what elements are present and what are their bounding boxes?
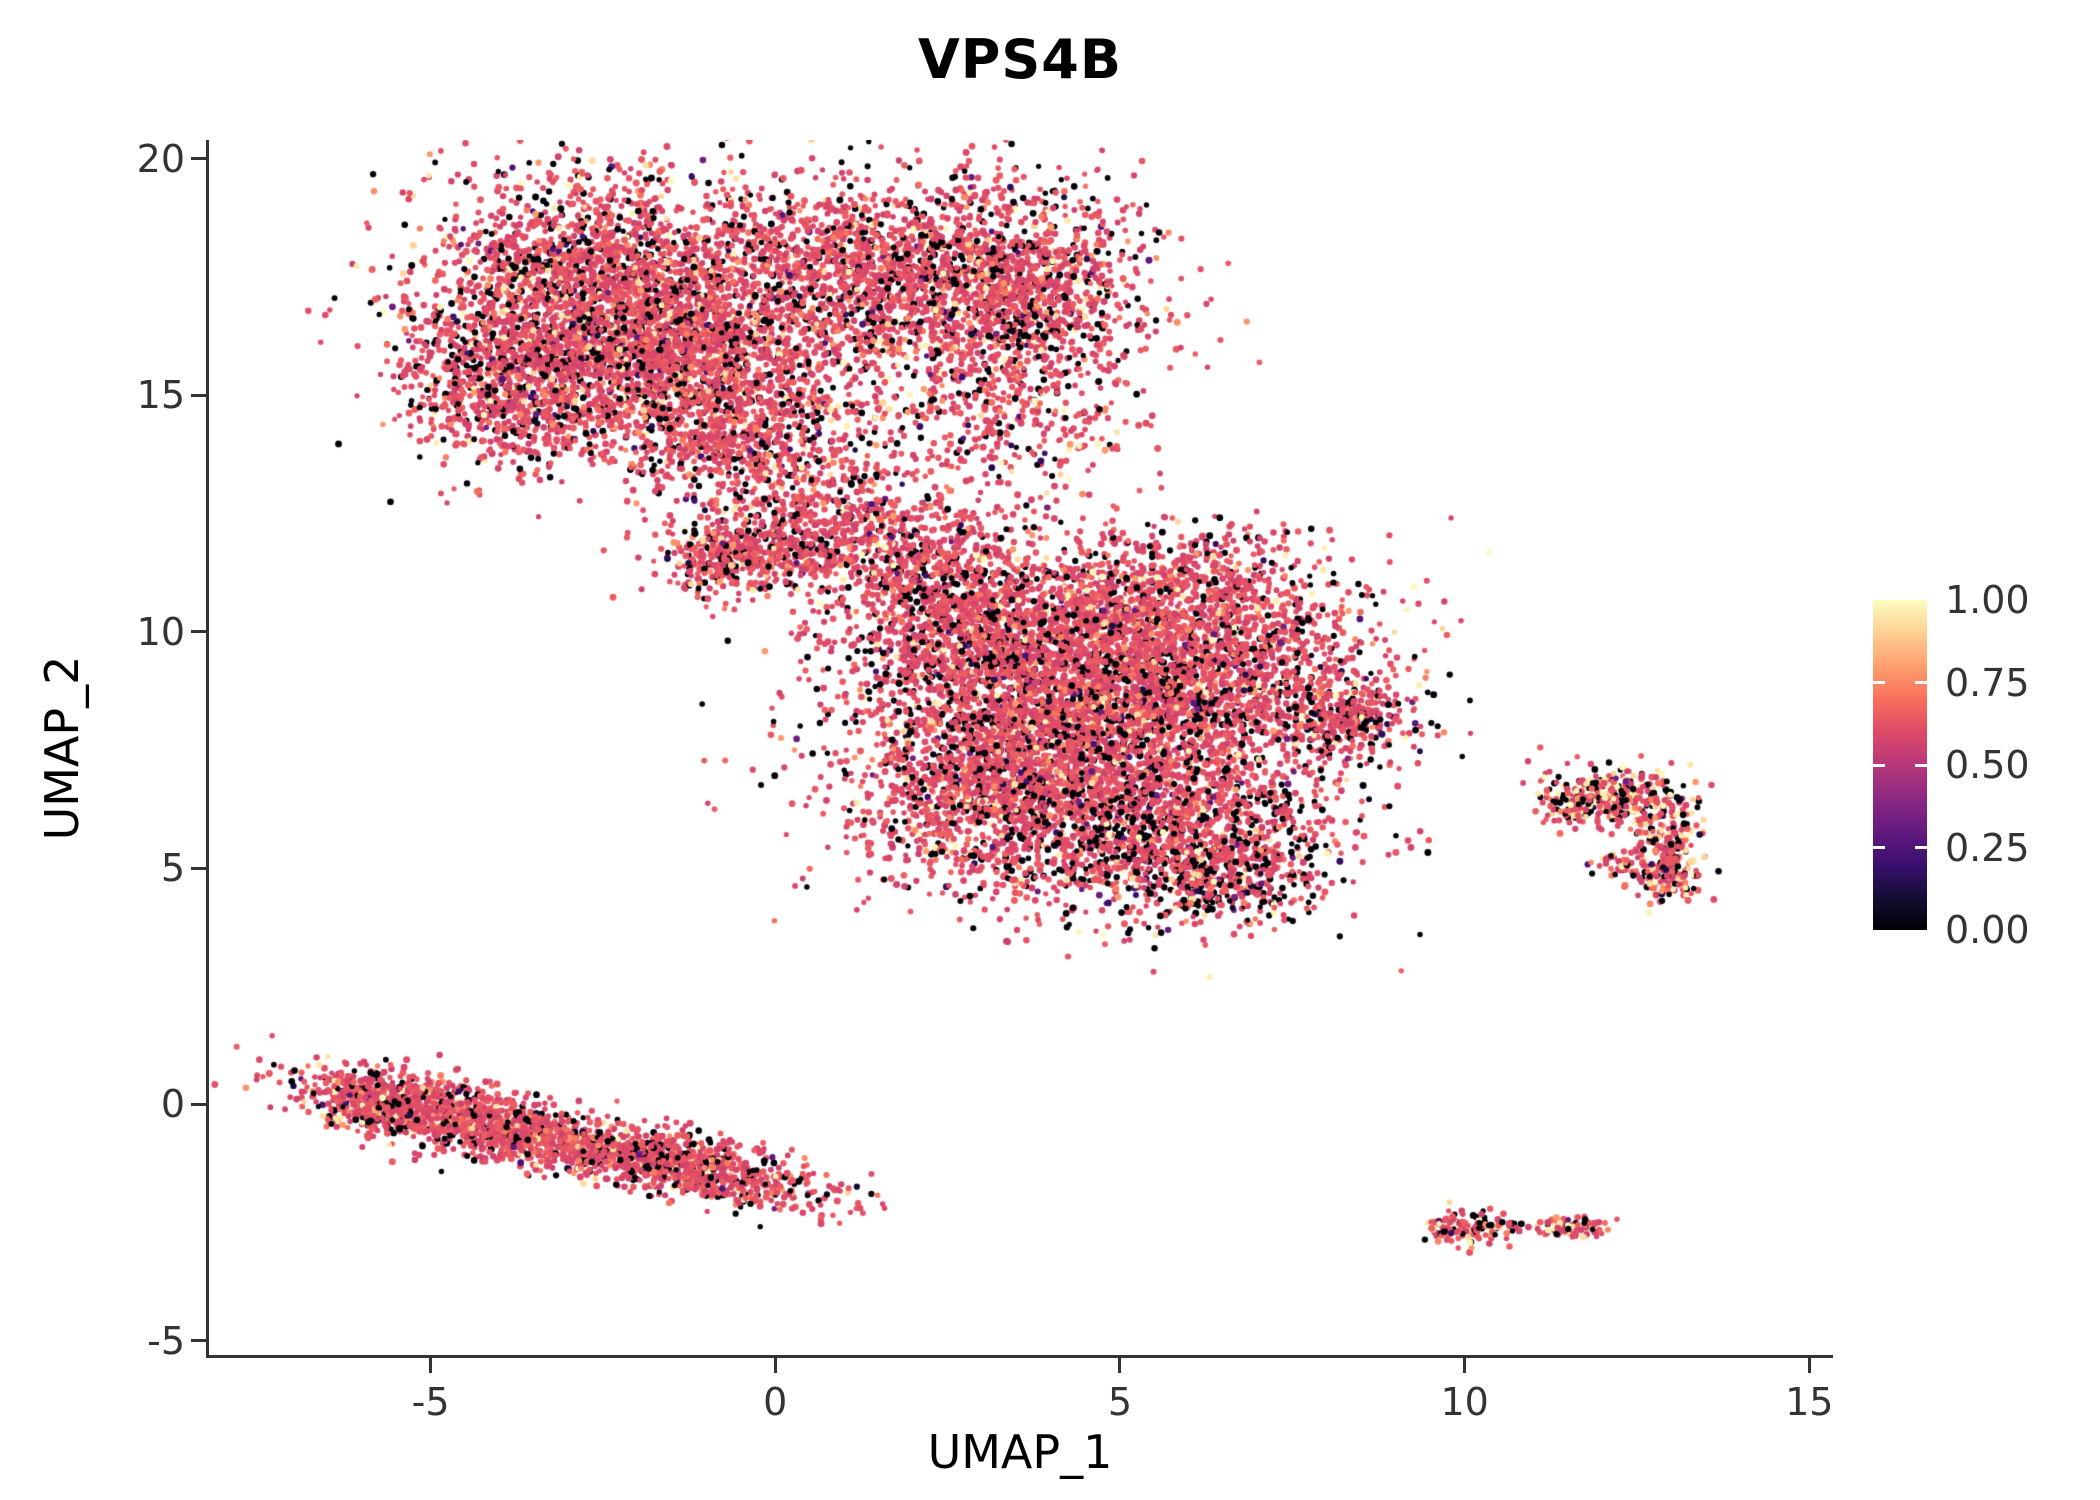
y-axis-label: UMAP_2 <box>35 655 89 841</box>
x-axis-label: UMAP_1 <box>927 1425 1113 1479</box>
y-tick-label: 10 <box>136 609 185 654</box>
colorbar-tick-mark <box>1915 763 1927 767</box>
y-tick-mark <box>191 1102 206 1106</box>
y-tick-label: 15 <box>136 373 185 418</box>
x-tick-label: 5 <box>1107 1380 1133 1424</box>
y-tick-label: 20 <box>136 136 185 181</box>
x-axis-line <box>206 1355 1833 1358</box>
colorbar-tick-mark <box>1873 681 1885 684</box>
x-tick-mark <box>773 1358 777 1373</box>
x-tick-mark <box>1463 1358 1467 1373</box>
colorbar-tick-mark <box>1915 846 1927 849</box>
y-tick-mark <box>191 393 206 397</box>
y-tick-label: -5 <box>147 1318 185 1363</box>
y-tick-mark <box>191 1339 206 1343</box>
colorbar-tick-label: 0.00 <box>1945 908 2030 952</box>
x-tick-label: 10 <box>1440 1380 1489 1424</box>
colorbar-tick-label: 0.50 <box>1945 743 2030 787</box>
x-tick-mark <box>1118 1358 1122 1373</box>
y-tick-label: 0 <box>160 1082 185 1127</box>
y-tick-mark <box>191 157 206 161</box>
colorbar-tick-label: 0.75 <box>1945 660 2030 705</box>
colorbar-tick-mark <box>1873 763 1885 767</box>
x-tick-mark <box>429 1358 433 1373</box>
colorbar-tick-mark <box>1873 846 1885 849</box>
y-axis-line <box>206 140 209 1358</box>
x-tick-label: -5 <box>411 1380 450 1424</box>
colorbar-tick-label: 0.25 <box>1945 825 2030 870</box>
colorbar-tick-label: 1.00 <box>1945 578 2030 622</box>
y-tick-label: 5 <box>160 846 185 891</box>
scatter-plot-canvas <box>210 140 1830 1355</box>
y-tick-mark <box>191 630 206 634</box>
y-tick-mark <box>191 866 206 870</box>
x-tick-label: 0 <box>763 1380 788 1424</box>
x-tick-mark <box>1807 1358 1811 1373</box>
plot-title: VPS4B <box>918 28 1122 91</box>
colorbar-tick-mark <box>1915 681 1927 684</box>
x-tick-label: 15 <box>1785 1380 1834 1424</box>
